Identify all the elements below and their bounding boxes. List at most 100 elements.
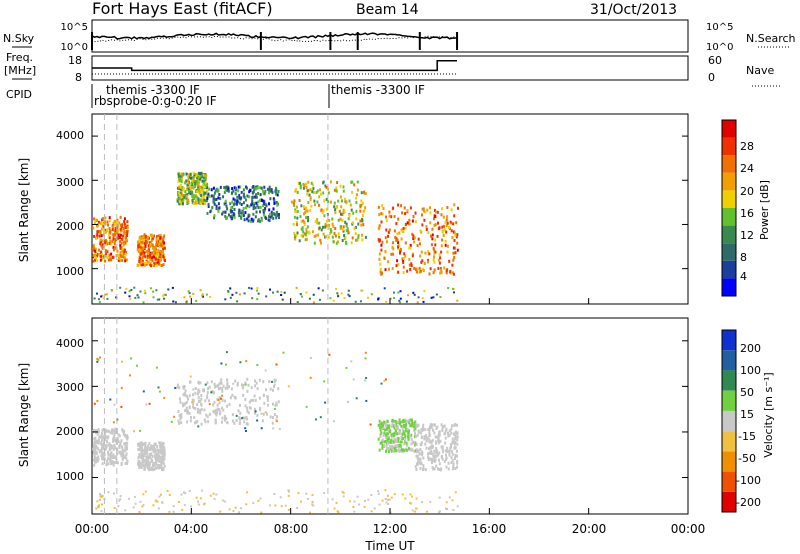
velocity-cell (402, 450, 405, 454)
velocity-cell (225, 363, 227, 366)
velocity-cell (121, 360, 123, 363)
power-cell (453, 291, 455, 294)
power-cell (105, 228, 108, 232)
velocity-cell (456, 465, 458, 469)
velocity-cell (208, 399, 210, 403)
power-cell (197, 188, 200, 192)
power-cbar-tick-24: 24 (740, 162, 754, 175)
velocity-cell (429, 423, 432, 427)
power-cell (427, 249, 430, 253)
velocity-cell (176, 385, 179, 389)
power-cell (203, 192, 206, 196)
power-cell (235, 291, 238, 294)
velocity-cell (143, 442, 146, 446)
power-cell (121, 255, 124, 259)
power-cell (275, 211, 278, 215)
velocity-cell (275, 403, 278, 407)
power-cell (399, 290, 402, 293)
velocity-cell (148, 464, 151, 468)
power-cell (290, 200, 293, 204)
velocity-cell (254, 411, 256, 415)
power-cell (180, 188, 183, 192)
power-cell (122, 252, 125, 256)
velocity-cell (148, 442, 151, 445)
velocity-cell (197, 399, 200, 403)
power-cell (338, 209, 341, 213)
power-cell (269, 215, 272, 219)
velocity-cell (445, 507, 447, 510)
velocity-cell (206, 381, 209, 385)
power-cell (182, 187, 185, 191)
power-cell (345, 229, 348, 232)
velocity-cell (100, 438, 103, 442)
power-cell (433, 223, 436, 227)
power-cell (157, 242, 160, 246)
power-cell (310, 181, 313, 185)
velocity-cell (415, 454, 418, 458)
power-cell (100, 251, 103, 255)
velocity-cell (454, 430, 457, 434)
power-cell (440, 244, 443, 248)
velocity-cell (454, 491, 457, 494)
velocity-cell (434, 435, 437, 439)
power-cell (245, 206, 247, 210)
velocity-cell (422, 423, 425, 427)
velocity-cell (453, 442, 456, 446)
power-cell (186, 193, 189, 197)
velocity-cell (141, 455, 143, 459)
power-cell (421, 297, 424, 300)
power-cell (348, 214, 351, 217)
power-cell (454, 251, 457, 255)
velocity-cell (409, 424, 412, 428)
power-cell (254, 215, 257, 219)
power-cell (312, 293, 315, 296)
power-cell (141, 256, 144, 260)
velocity-cell (206, 415, 209, 419)
velocity-cell (224, 386, 227, 390)
power-cell (404, 212, 407, 216)
velocity-cell (157, 453, 160, 457)
velocity-cell (441, 447, 444, 451)
velocity-cbar-tick-50: 50 (740, 386, 754, 399)
velocity-cell (246, 409, 249, 413)
velocity-cell (204, 383, 207, 386)
power-cell (357, 234, 360, 238)
power-cell (272, 291, 274, 294)
power-cell (215, 207, 218, 211)
power-colorbar-segment (722, 120, 736, 138)
velocity-cell (102, 441, 105, 445)
n-search-label: N.Search (746, 32, 796, 45)
velocity-cell (162, 461, 165, 465)
velocity-cell (93, 437, 96, 441)
velocity-cell (138, 460, 141, 464)
power-cell (181, 194, 184, 198)
power-cell (186, 175, 189, 178)
velocity-cell (365, 399, 368, 402)
velocity-cell (403, 442, 406, 446)
power-cell (309, 197, 312, 201)
power-cell (178, 177, 181, 181)
power-cell (419, 254, 422, 258)
velocity-cell (273, 380, 276, 383)
power-cell (155, 289, 158, 292)
velocity-cell (415, 468, 418, 471)
power-cell (128, 295, 131, 298)
velocity-cell (319, 416, 322, 419)
velocity-cell (148, 453, 151, 457)
velocity-cell (277, 400, 280, 404)
velocity-cell (95, 507, 98, 510)
power-cell (112, 237, 115, 241)
power-cell (303, 184, 306, 187)
power-cell (99, 231, 102, 235)
velocity-cell (433, 423, 436, 427)
power-cell (123, 220, 126, 224)
power-cell (445, 271, 448, 275)
power-cell (414, 211, 417, 215)
power-cell (409, 268, 412, 271)
power-cell (326, 224, 329, 228)
velocity-cell (442, 425, 445, 429)
power-cell (255, 201, 258, 205)
velocity-cell (399, 430, 402, 434)
velocity-cell (420, 428, 423, 432)
velocity-cell (231, 393, 234, 397)
